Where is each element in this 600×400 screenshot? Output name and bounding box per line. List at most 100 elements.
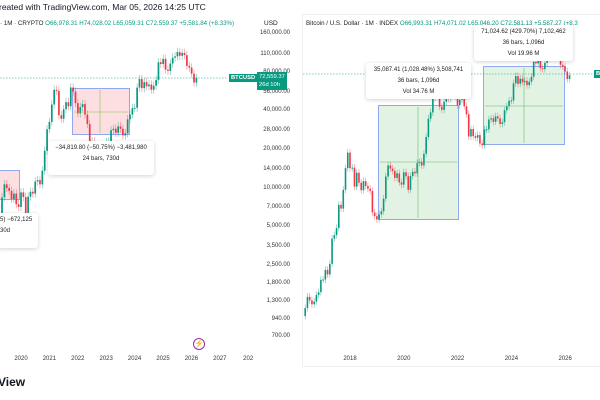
candle xyxy=(84,99,86,119)
price-tick: 56,000.00 xyxy=(263,88,290,95)
year-tick: 2020 xyxy=(397,356,411,362)
year-tick: 2020 xyxy=(14,356,28,362)
lightning-icon[interactable]: ⚡ xyxy=(193,338,205,350)
candle xyxy=(143,77,146,93)
candle xyxy=(22,188,25,202)
candle xyxy=(564,62,566,75)
candle xyxy=(402,168,405,189)
candle xyxy=(29,187,32,201)
candle xyxy=(411,168,414,180)
candle xyxy=(329,260,331,278)
candle xyxy=(335,224,338,239)
candle xyxy=(131,103,134,119)
candle xyxy=(387,161,389,180)
candle xyxy=(382,195,385,215)
candle xyxy=(15,189,18,209)
candle xyxy=(119,122,122,133)
symbol-tag: BTCUSD xyxy=(229,74,258,82)
candle xyxy=(46,124,48,155)
candle xyxy=(186,50,188,70)
year-tick: 2023 xyxy=(99,356,113,362)
candle xyxy=(369,185,371,195)
currency-label[interactable]: USD xyxy=(264,20,278,27)
year-tick: 2024 xyxy=(127,356,142,362)
candle xyxy=(65,97,67,114)
candle xyxy=(138,74,141,92)
candle xyxy=(405,168,407,180)
candle xyxy=(50,100,53,126)
candle xyxy=(315,291,318,305)
candle xyxy=(385,172,387,203)
candle xyxy=(521,75,524,86)
candle xyxy=(429,108,432,123)
candle xyxy=(124,129,127,140)
candle xyxy=(55,85,58,95)
candle xyxy=(418,158,421,167)
candle xyxy=(472,125,474,140)
candle xyxy=(420,158,423,169)
candle xyxy=(362,177,365,194)
candle xyxy=(378,210,380,223)
candle xyxy=(394,167,396,182)
candle xyxy=(391,164,394,175)
candle xyxy=(188,61,191,72)
measure-box[interactable] xyxy=(378,105,459,220)
candle xyxy=(320,276,322,296)
candle xyxy=(492,114,495,126)
price-tick: 940.00 xyxy=(271,316,290,323)
price-tick: 10,000.00 xyxy=(263,184,290,191)
candle xyxy=(407,172,410,194)
created-with-text: reated with TradingView.com, Mar 05, 202… xyxy=(0,2,206,12)
candle xyxy=(360,179,362,194)
candle xyxy=(176,47,179,61)
candle xyxy=(441,103,443,114)
candle xyxy=(526,77,528,89)
candle xyxy=(396,169,398,182)
candle xyxy=(141,74,143,93)
candle xyxy=(69,83,72,111)
candle xyxy=(485,125,488,133)
right-chart[interactable] xyxy=(302,14,600,367)
candle xyxy=(183,48,186,60)
candle xyxy=(193,69,195,87)
candle xyxy=(364,177,367,190)
year-tick: 2021 xyxy=(42,356,57,362)
candle xyxy=(427,115,430,141)
candle xyxy=(331,235,333,268)
candle xyxy=(488,115,490,133)
candle xyxy=(338,201,340,232)
price-tick: 5,000.00 xyxy=(266,223,290,230)
candle xyxy=(72,83,74,96)
candle xyxy=(317,288,320,299)
candle xyxy=(195,73,198,87)
candle xyxy=(476,131,479,142)
price-tick: 80,000.00 xyxy=(244,69,290,75)
candle xyxy=(512,79,515,104)
candle xyxy=(164,54,167,74)
price-tick: 110,000.00 xyxy=(260,50,290,57)
candle xyxy=(304,304,306,320)
candle xyxy=(367,182,369,193)
candle xyxy=(117,122,120,137)
candle xyxy=(17,199,20,211)
candle xyxy=(532,58,535,81)
candle xyxy=(376,212,378,223)
candle xyxy=(13,189,15,204)
candle xyxy=(465,102,468,118)
year-tick: 2025 xyxy=(156,356,170,362)
candle xyxy=(398,169,401,186)
candle xyxy=(562,61,564,70)
candle xyxy=(346,149,349,172)
measure-label: −34,819.80 (−50.75%) −3,481,980 24 bars,… xyxy=(48,141,154,175)
candle xyxy=(41,166,44,189)
price-tick: 40,000.00 xyxy=(263,107,290,114)
candle xyxy=(470,125,472,140)
candle xyxy=(481,139,483,149)
candle xyxy=(409,172,412,194)
candle xyxy=(358,169,360,187)
candle xyxy=(112,124,115,135)
candle xyxy=(171,53,174,68)
candle xyxy=(159,57,162,69)
candle xyxy=(162,54,165,69)
candle xyxy=(129,110,131,124)
